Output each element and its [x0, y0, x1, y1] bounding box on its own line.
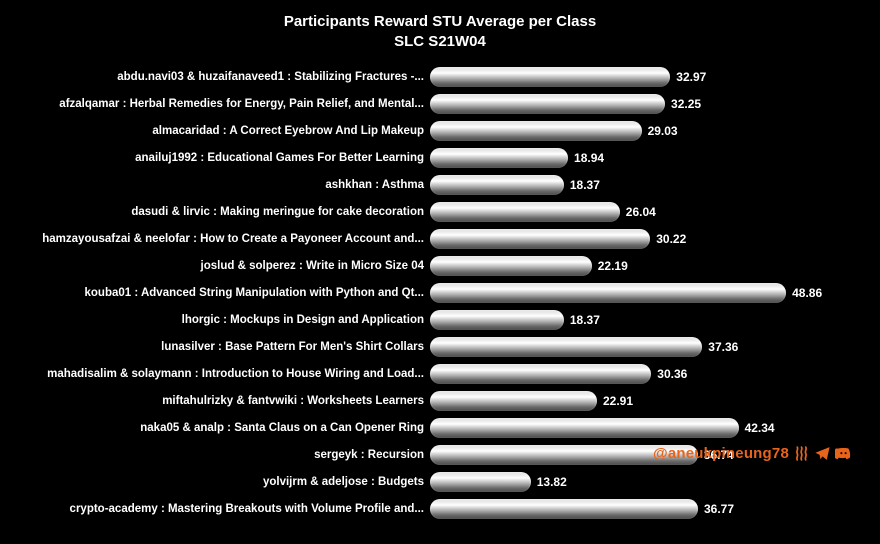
chart-title: Participants Reward STU Average per Clas… — [0, 12, 880, 51]
chart-row: crypto-academy : Mastering Breakouts wit… — [10, 495, 860, 522]
row-label: dasudi & lirvic : Making meringue for ca… — [10, 206, 430, 218]
chart-row: ashkhan : Asthma 18.37 — [10, 171, 860, 198]
row-label: hamzayousafzai & neelofar : How to Creat… — [10, 233, 430, 245]
chart-title-line1: Participants Reward STU Average per Clas… — [0, 12, 880, 32]
bar-value: 48.86 — [786, 283, 822, 303]
bar-area: 37.36 — [430, 337, 860, 357]
chart-row: almacaridad : A Correct Eyebrow And Lip … — [10, 117, 860, 144]
bar-value: 42.34 — [739, 418, 775, 438]
discord-icon — [835, 445, 852, 462]
bar — [430, 499, 698, 519]
row-label: ashkhan : Asthma — [10, 179, 430, 191]
bar — [430, 472, 531, 492]
row-label: crypto-academy : Mastering Breakouts wit… — [10, 503, 430, 515]
row-label: joslud & solperez : Write in Micro Size … — [10, 260, 430, 272]
bar-area: 26.04 — [430, 202, 860, 222]
bar-value: 37.36 — [702, 337, 738, 357]
bar-value: 22.19 — [592, 256, 628, 276]
bar-area: 18.37 — [430, 175, 860, 195]
bar-area: 22.91 — [430, 391, 860, 411]
chart-row: hamzayousafzai & neelofar : How to Creat… — [10, 225, 860, 252]
bar-area: 30.36 — [430, 364, 860, 384]
bar — [430, 121, 642, 141]
bar-value: 18.37 — [564, 175, 600, 195]
chart-row: kouba01 : Advanced String Manipulation w… — [10, 279, 860, 306]
chart-row: mahadisalim & solaymann : Introduction t… — [10, 360, 860, 387]
bar-value: 30.36 — [651, 364, 687, 384]
bar — [430, 283, 786, 303]
bar-value: 22.91 — [597, 391, 633, 411]
chart-row: anailuj1992 : Educational Games For Bett… — [10, 144, 860, 171]
bar — [430, 337, 702, 357]
bar-area: 30.22 — [430, 229, 860, 249]
chart-row: naka05 & analp : Santa Claus on a Can Op… — [10, 414, 860, 441]
row-label: almacaridad : A Correct Eyebrow And Lip … — [10, 125, 430, 137]
chart-container: Participants Reward STU Average per Clas… — [0, 0, 880, 544]
row-label: miftahulrizky & fantvwiki : Worksheets L… — [10, 395, 430, 407]
bar — [430, 310, 564, 330]
bar-area: 32.25 — [430, 94, 860, 114]
bar-area: 42.34 — [430, 418, 860, 438]
bar — [430, 391, 597, 411]
bar-area: 48.86 — [430, 283, 860, 303]
telegram-icon — [814, 445, 831, 462]
chart-row: joslud & solperez : Write in Micro Size … — [10, 252, 860, 279]
row-label: naka05 & analp : Santa Claus on a Can Op… — [10, 422, 430, 434]
bar-area: 29.03 — [430, 121, 860, 141]
row-label: anailuj1992 : Educational Games For Bett… — [10, 152, 430, 164]
chart-row: lhorgic : Mockups in Design and Applicat… — [10, 306, 860, 333]
row-label: sergeyk : Recursion — [10, 449, 430, 461]
bar — [430, 256, 592, 276]
chart-row: afzalqamar : Herbal Remedies for Energy,… — [10, 90, 860, 117]
bar-value: 18.37 — [564, 310, 600, 330]
bar — [430, 94, 665, 114]
bar — [430, 202, 620, 222]
bar-value: 32.97 — [670, 67, 706, 87]
row-label: kouba01 : Advanced String Manipulation w… — [10, 287, 430, 299]
bar — [430, 67, 670, 87]
row-label: lunasilver : Base Pattern For Men's Shir… — [10, 341, 430, 353]
bar — [430, 175, 564, 195]
chart-row: abdu.navi03 & huzaifanaveed1 : Stabilizi… — [10, 63, 860, 90]
watermark: @aneukpineung78 — [653, 445, 852, 462]
bar-area: 22.19 — [430, 256, 860, 276]
bar-value: 30.22 — [650, 229, 686, 249]
chart-row: miftahulrizky & fantvwiki : Worksheets L… — [10, 387, 860, 414]
bar-area: 18.94 — [430, 148, 860, 168]
bar-value: 29.03 — [642, 121, 678, 141]
row-label: abdu.navi03 & huzaifanaveed1 : Stabilizi… — [10, 71, 430, 83]
bar-value: 18.94 — [568, 148, 604, 168]
bar-value: 13.82 — [531, 472, 567, 492]
bar-value: 32.25 — [665, 94, 701, 114]
watermark-text: @aneukpineung78 — [653, 445, 789, 462]
bar — [430, 229, 650, 249]
chart-row: dasudi & lirvic : Making meringue for ca… — [10, 198, 860, 225]
bar — [430, 418, 739, 438]
bar-value: 26.04 — [620, 202, 656, 222]
steemit-icon — [793, 445, 810, 462]
chart-row: yolvijrm & adeljose : Budgets 13.82 — [10, 468, 860, 495]
bar-area: 18.37 — [430, 310, 860, 330]
chart-title-line2: SLC S21W04 — [0, 32, 880, 52]
bar-value: 36.77 — [698, 499, 734, 519]
bar-area: 32.97 — [430, 67, 860, 87]
bar-area: 13.82 — [430, 472, 860, 492]
bar-area: 36.77 — [430, 499, 860, 519]
bar — [430, 364, 651, 384]
chart-row: lunasilver : Base Pattern For Men's Shir… — [10, 333, 860, 360]
row-label: yolvijrm & adeljose : Budgets — [10, 476, 430, 488]
row-label: lhorgic : Mockups in Design and Applicat… — [10, 314, 430, 326]
bar — [430, 148, 568, 168]
row-label: mahadisalim & solaymann : Introduction t… — [10, 368, 430, 380]
row-label: afzalqamar : Herbal Remedies for Energy,… — [10, 98, 430, 110]
